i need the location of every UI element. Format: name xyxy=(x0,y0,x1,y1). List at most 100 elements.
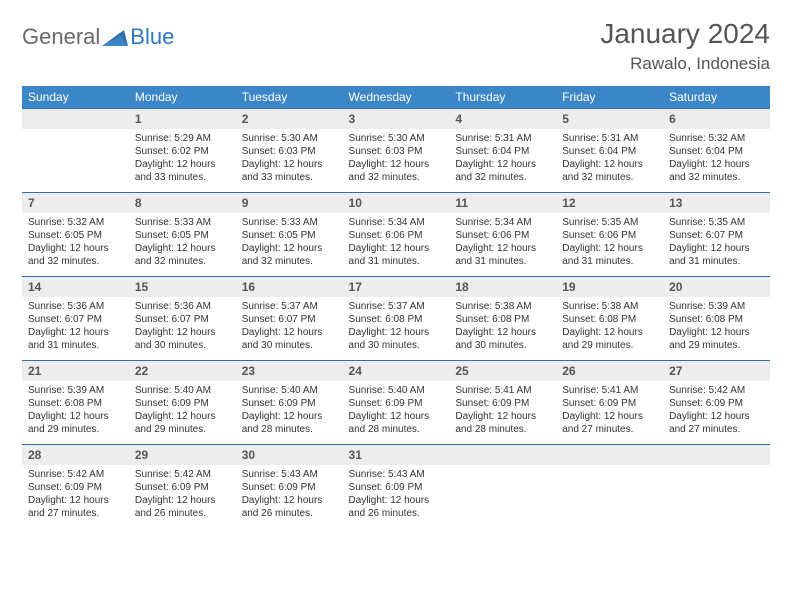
sunrise-text: Sunrise: 5:35 AM xyxy=(669,216,764,229)
sunset-text: Sunset: 6:08 PM xyxy=(562,313,657,326)
logo-text-general: General xyxy=(22,24,100,50)
day2-text: and 31 minutes. xyxy=(669,255,764,268)
sunset-text: Sunset: 6:05 PM xyxy=(135,229,230,242)
day-number: 19 xyxy=(556,277,663,298)
sunrise-text: Sunrise: 5:43 AM xyxy=(242,468,337,481)
day1-text: Daylight: 12 hours xyxy=(135,494,230,507)
day-cell: Sunrise: 5:36 AMSunset: 6:07 PMDaylight:… xyxy=(129,297,236,361)
day2-text: and 27 minutes. xyxy=(562,423,657,436)
day1-text: Daylight: 12 hours xyxy=(135,326,230,339)
day-cell: Sunrise: 5:38 AMSunset: 6:08 PMDaylight:… xyxy=(449,297,556,361)
day-cell: Sunrise: 5:37 AMSunset: 6:07 PMDaylight:… xyxy=(236,297,343,361)
day-cell: Sunrise: 5:39 AMSunset: 6:08 PMDaylight:… xyxy=(663,297,770,361)
day1-text: Daylight: 12 hours xyxy=(349,410,444,423)
day-detail-row: Sunrise: 5:42 AMSunset: 6:09 PMDaylight:… xyxy=(22,465,770,528)
sunset-text: Sunset: 6:09 PM xyxy=(669,397,764,410)
day1-text: Daylight: 12 hours xyxy=(562,242,657,255)
day-cell: Sunrise: 5:42 AMSunset: 6:09 PMDaylight:… xyxy=(129,465,236,528)
sunset-text: Sunset: 6:04 PM xyxy=(669,145,764,158)
day-number: 17 xyxy=(343,277,450,298)
sunset-text: Sunset: 6:04 PM xyxy=(455,145,550,158)
day-number xyxy=(22,109,129,130)
day-number: 16 xyxy=(236,277,343,298)
sunset-text: Sunset: 6:09 PM xyxy=(135,397,230,410)
day-cell: Sunrise: 5:29 AMSunset: 6:02 PMDaylight:… xyxy=(129,129,236,193)
day-number: 24 xyxy=(343,361,450,382)
day-cell: Sunrise: 5:35 AMSunset: 6:07 PMDaylight:… xyxy=(663,213,770,277)
day-number xyxy=(556,445,663,466)
day-number: 21 xyxy=(22,361,129,382)
day-detail-row: Sunrise: 5:29 AMSunset: 6:02 PMDaylight:… xyxy=(22,129,770,193)
sunset-text: Sunset: 6:09 PM xyxy=(135,481,230,494)
day2-text: and 33 minutes. xyxy=(135,171,230,184)
day2-text: and 31 minutes. xyxy=(28,339,123,352)
day2-text: and 29 minutes. xyxy=(135,423,230,436)
sunrise-text: Sunrise: 5:36 AM xyxy=(28,300,123,313)
day2-text: and 32 minutes. xyxy=(135,255,230,268)
day-cell: Sunrise: 5:30 AMSunset: 6:03 PMDaylight:… xyxy=(343,129,450,193)
sunrise-text: Sunrise: 5:29 AM xyxy=(135,132,230,145)
day-cell: Sunrise: 5:43 AMSunset: 6:09 PMDaylight:… xyxy=(343,465,450,528)
day1-text: Daylight: 12 hours xyxy=(135,158,230,171)
day-cell: Sunrise: 5:42 AMSunset: 6:09 PMDaylight:… xyxy=(663,381,770,445)
sunset-text: Sunset: 6:09 PM xyxy=(562,397,657,410)
day2-text: and 26 minutes. xyxy=(242,507,337,520)
day-cell: Sunrise: 5:33 AMSunset: 6:05 PMDaylight:… xyxy=(236,213,343,277)
day-cell: Sunrise: 5:31 AMSunset: 6:04 PMDaylight:… xyxy=(449,129,556,193)
day-number: 18 xyxy=(449,277,556,298)
day-cell: Sunrise: 5:39 AMSunset: 6:08 PMDaylight:… xyxy=(22,381,129,445)
day2-text: and 27 minutes. xyxy=(28,507,123,520)
day1-text: Daylight: 12 hours xyxy=(349,242,444,255)
day1-text: Daylight: 12 hours xyxy=(135,410,230,423)
sunrise-text: Sunrise: 5:41 AM xyxy=(455,384,550,397)
sunset-text: Sunset: 6:05 PM xyxy=(242,229,337,242)
day2-text: and 26 minutes. xyxy=(135,507,230,520)
day1-text: Daylight: 12 hours xyxy=(669,242,764,255)
day2-text: and 26 minutes. xyxy=(349,507,444,520)
sunrise-text: Sunrise: 5:39 AM xyxy=(669,300,764,313)
sunrise-text: Sunrise: 5:32 AM xyxy=(28,216,123,229)
day-cell: Sunrise: 5:41 AMSunset: 6:09 PMDaylight:… xyxy=(449,381,556,445)
sunset-text: Sunset: 6:09 PM xyxy=(349,397,444,410)
sunrise-text: Sunrise: 5:30 AM xyxy=(349,132,444,145)
sunrise-text: Sunrise: 5:37 AM xyxy=(242,300,337,313)
dayhead-monday: Monday xyxy=(129,86,236,109)
sunset-text: Sunset: 6:07 PM xyxy=(135,313,230,326)
title-block: January 2024 Rawalo, Indonesia xyxy=(600,18,770,74)
day1-text: Daylight: 12 hours xyxy=(28,242,123,255)
day-cell xyxy=(663,465,770,528)
day-number: 14 xyxy=(22,277,129,298)
day2-text: and 31 minutes. xyxy=(455,255,550,268)
day-cell: Sunrise: 5:32 AMSunset: 6:04 PMDaylight:… xyxy=(663,129,770,193)
day-number-row: 21222324252627 xyxy=(22,361,770,382)
sunrise-text: Sunrise: 5:43 AM xyxy=(349,468,444,481)
day-number: 25 xyxy=(449,361,556,382)
day-cell: Sunrise: 5:40 AMSunset: 6:09 PMDaylight:… xyxy=(129,381,236,445)
sunset-text: Sunset: 6:04 PM xyxy=(562,145,657,158)
day2-text: and 32 minutes. xyxy=(562,171,657,184)
dayhead-saturday: Saturday xyxy=(663,86,770,109)
sunrise-text: Sunrise: 5:37 AM xyxy=(349,300,444,313)
day-detail-row: Sunrise: 5:39 AMSunset: 6:08 PMDaylight:… xyxy=(22,381,770,445)
sunset-text: Sunset: 6:08 PM xyxy=(28,397,123,410)
day-number xyxy=(449,445,556,466)
day-number-row: 14151617181920 xyxy=(22,277,770,298)
day-cell: Sunrise: 5:42 AMSunset: 6:09 PMDaylight:… xyxy=(22,465,129,528)
dayhead-sunday: Sunday xyxy=(22,86,129,109)
day-cell: Sunrise: 5:41 AMSunset: 6:09 PMDaylight:… xyxy=(556,381,663,445)
day-number: 28 xyxy=(22,445,129,466)
sunset-text: Sunset: 6:06 PM xyxy=(455,229,550,242)
day-number: 9 xyxy=(236,193,343,214)
day-number: 29 xyxy=(129,445,236,466)
day1-text: Daylight: 12 hours xyxy=(135,242,230,255)
day1-text: Daylight: 12 hours xyxy=(242,242,337,255)
day1-text: Daylight: 12 hours xyxy=(562,326,657,339)
day2-text: and 30 minutes. xyxy=(349,339,444,352)
day-cell: Sunrise: 5:33 AMSunset: 6:05 PMDaylight:… xyxy=(129,213,236,277)
day-number: 20 xyxy=(663,277,770,298)
logo: General Blue xyxy=(22,18,174,50)
day2-text: and 28 minutes. xyxy=(455,423,550,436)
location-label: Rawalo, Indonesia xyxy=(600,54,770,74)
day1-text: Daylight: 12 hours xyxy=(242,494,337,507)
sunrise-text: Sunrise: 5:31 AM xyxy=(455,132,550,145)
